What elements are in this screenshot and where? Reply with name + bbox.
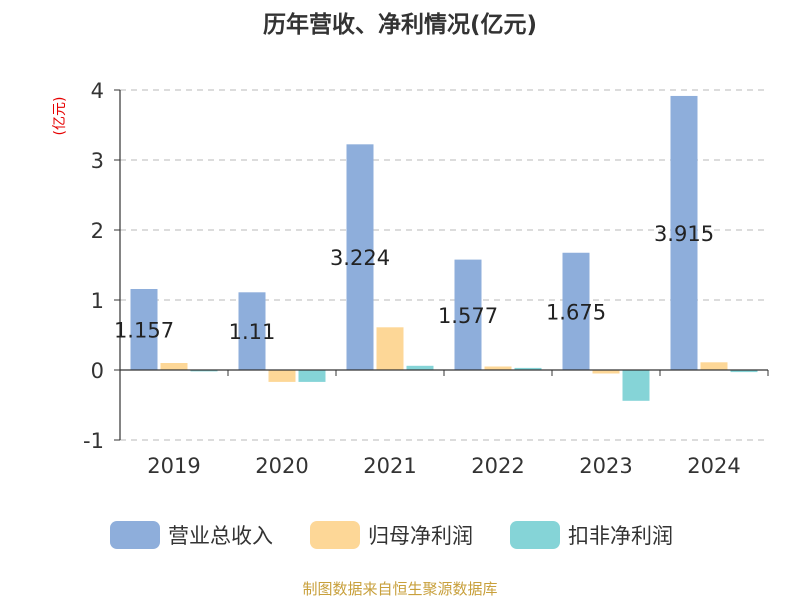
bar xyxy=(406,365,434,370)
bar xyxy=(376,327,404,370)
data-label: 3.224 xyxy=(330,246,390,270)
axes: -1 0 1 2 3 4 2019 2020 2021 2022 2023 2024 xyxy=(83,79,769,478)
y-tick-label: 2 xyxy=(91,219,104,243)
bar xyxy=(130,289,158,370)
bar xyxy=(160,363,188,370)
bar xyxy=(298,370,326,382)
y-tick-label: 1 xyxy=(91,289,104,313)
bar xyxy=(484,366,512,370)
grid-lines xyxy=(120,89,768,441)
legend-swatch xyxy=(510,521,560,549)
legend-swatch xyxy=(310,521,360,549)
source-note: 制图数据来自恒生聚源数据库 xyxy=(302,580,497,598)
bar xyxy=(670,95,698,370)
legend-label: 扣非净利润 xyxy=(568,524,673,548)
x-tick-label: 2019 xyxy=(147,454,200,478)
bar xyxy=(238,292,266,370)
bar xyxy=(700,362,728,370)
y-tick-label: 4 xyxy=(91,79,104,103)
legend-swatch xyxy=(110,521,160,549)
x-tick-label: 2020 xyxy=(255,454,308,478)
legend-label: 归母净利润 xyxy=(368,524,473,548)
chart-title: 历年营收、净利情况(亿元) xyxy=(263,11,537,38)
bar xyxy=(622,370,650,401)
bar xyxy=(454,259,482,370)
y-tick-label: 3 xyxy=(91,149,104,173)
data-labels: 1.157 1.11 3.224 1.577 1.675 3.915 xyxy=(114,222,714,344)
legend: 营业总收入 归母净利润 扣非净利润 xyxy=(110,521,673,549)
bar xyxy=(268,370,296,382)
data-label: 1.577 xyxy=(438,304,498,328)
bar xyxy=(592,370,620,374)
x-tick-label: 2022 xyxy=(471,454,524,478)
x-tick-label: 2024 xyxy=(687,454,740,478)
legend-label: 营业总收入 xyxy=(168,524,273,548)
data-label: 1.157 xyxy=(114,319,174,343)
bars xyxy=(130,95,758,401)
bar xyxy=(190,370,218,372)
x-tick-label: 2021 xyxy=(363,454,416,478)
data-label: 1.11 xyxy=(229,320,276,344)
bar xyxy=(730,370,758,373)
bar xyxy=(346,144,374,370)
data-label: 3.915 xyxy=(654,222,714,246)
y-axis-unit-label: (亿元) xyxy=(52,97,68,136)
bar xyxy=(514,367,542,370)
bar xyxy=(562,252,590,370)
data-label: 1.675 xyxy=(546,300,606,324)
x-tick-label: 2023 xyxy=(579,454,632,478)
y-tick-label: -1 xyxy=(83,429,104,453)
y-tick-label: 0 xyxy=(91,359,104,383)
